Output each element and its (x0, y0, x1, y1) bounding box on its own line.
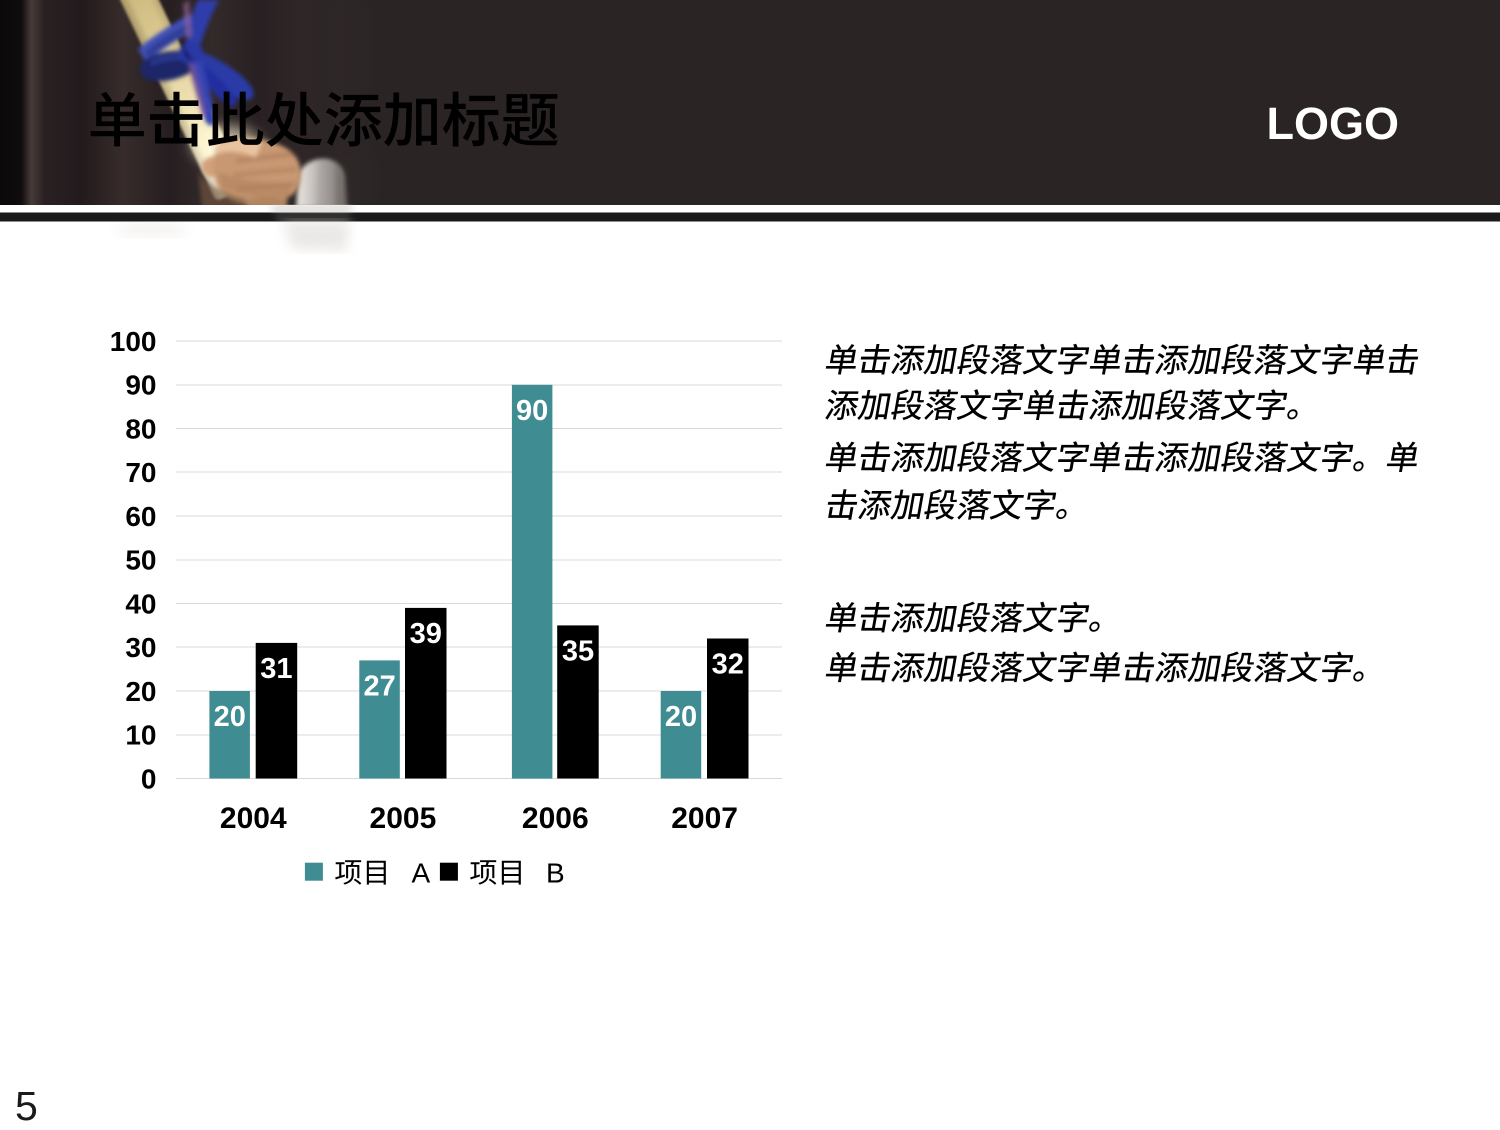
svg-text:32: 32 (712, 649, 744, 681)
svg-text:10: 10 (125, 720, 156, 751)
svg-text:LOGO: LOGO (1267, 98, 1400, 149)
svg-text:5: 5 (15, 1083, 38, 1125)
svg-text:39: 39 (410, 618, 442, 650)
svg-text:2006: 2006 (522, 802, 589, 835)
svg-text:70: 70 (125, 457, 156, 488)
svg-text:20: 20 (214, 701, 246, 733)
svg-text:A: A (412, 858, 431, 889)
svg-text:35: 35 (562, 635, 594, 667)
svg-text:20: 20 (125, 676, 156, 707)
svg-text:40: 40 (125, 588, 156, 619)
svg-text:27: 27 (363, 670, 395, 702)
svg-text:30: 30 (125, 632, 156, 663)
svg-text:31: 31 (260, 653, 292, 685)
svg-text:2004: 2004 (220, 802, 287, 835)
svg-text:0: 0 (141, 763, 157, 794)
svg-text:60: 60 (125, 501, 156, 532)
svg-text:90: 90 (125, 370, 156, 401)
svg-text:2007: 2007 (671, 802, 738, 835)
svg-text:50: 50 (125, 545, 156, 576)
svg-text:20: 20 (665, 701, 697, 733)
svg-text:2005: 2005 (370, 802, 437, 835)
svg-text:100: 100 (110, 326, 157, 357)
svg-text:80: 80 (125, 413, 156, 444)
svg-text:B: B (546, 858, 565, 889)
svg-text:90: 90 (516, 395, 548, 427)
